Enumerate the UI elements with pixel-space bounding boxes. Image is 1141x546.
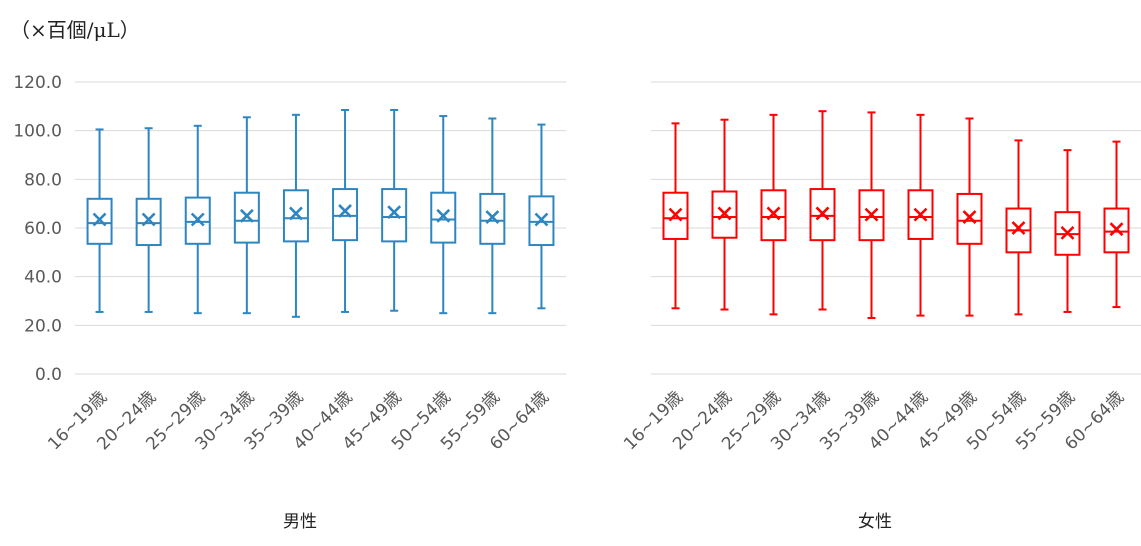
mean-marker xyxy=(668,207,683,222)
female-box-4 xyxy=(858,111,885,320)
y-tick-label: 0.0 xyxy=(35,365,62,385)
y-tick-label: 100.0 xyxy=(13,122,62,142)
mean-marker xyxy=(815,206,830,221)
male-box-9 xyxy=(528,123,555,310)
mean-marker xyxy=(913,207,928,222)
female-box-9 xyxy=(1103,140,1130,309)
male-box-6 xyxy=(381,108,408,312)
mean-marker xyxy=(1109,222,1124,237)
mean-marker xyxy=(289,206,303,221)
mean-marker xyxy=(338,204,352,218)
box-iqr xyxy=(282,189,309,243)
mean-marker xyxy=(485,210,500,224)
mean-marker xyxy=(534,212,549,227)
male-box-8 xyxy=(479,117,506,315)
female-box-0 xyxy=(662,122,689,310)
mean-marker xyxy=(717,206,732,221)
mean-marker xyxy=(436,208,451,223)
box-iqr xyxy=(528,195,555,247)
male-box-0 xyxy=(86,128,113,313)
male-box-2 xyxy=(184,124,211,315)
mean-marker xyxy=(92,212,107,227)
mean-marker xyxy=(766,206,781,221)
panel-title: 女性 xyxy=(858,512,892,532)
y-tick-label: 60.0 xyxy=(24,219,62,239)
mean-marker xyxy=(864,207,879,222)
mean-marker xyxy=(1011,221,1026,235)
mean-marker xyxy=(141,212,156,227)
y-tick-label: 40.0 xyxy=(24,268,62,288)
male-box-7 xyxy=(430,115,457,315)
female-box-7 xyxy=(1005,139,1032,316)
mean-marker xyxy=(962,210,977,224)
female-box-2 xyxy=(760,113,787,316)
mean-marker xyxy=(190,212,205,227)
box-iqr xyxy=(381,188,408,243)
female-box-3 xyxy=(809,110,836,311)
mean-marker xyxy=(387,205,402,220)
mean-marker xyxy=(1060,225,1075,240)
female-box-8 xyxy=(1054,149,1081,313)
female-box-1 xyxy=(711,118,738,311)
male-box-3 xyxy=(233,116,260,315)
box-iqr xyxy=(135,197,162,247)
male-box-5 xyxy=(332,108,359,313)
y-tick-label: 120.0 xyxy=(13,73,62,93)
male-box-1 xyxy=(135,127,162,313)
female-box-6 xyxy=(956,117,983,317)
chart-panel-female: 16~19歳20~24歳25~29歳30~34歳35~39歳40~44歳45~4… xyxy=(620,81,1141,532)
y-tick-label: 20.0 xyxy=(24,316,62,336)
mean-marker xyxy=(239,208,254,223)
y-tick-label: 80.0 xyxy=(24,170,62,190)
box-iqr xyxy=(332,188,359,242)
panel-title: 男性 xyxy=(283,512,317,532)
chart-panel-male: 0.020.040.060.080.0100.0120.016~19歳20~24… xyxy=(13,73,566,532)
female-box-5 xyxy=(907,113,934,317)
unit-label: （×百個/μL） xyxy=(10,18,140,42)
male-box-4 xyxy=(282,113,309,318)
